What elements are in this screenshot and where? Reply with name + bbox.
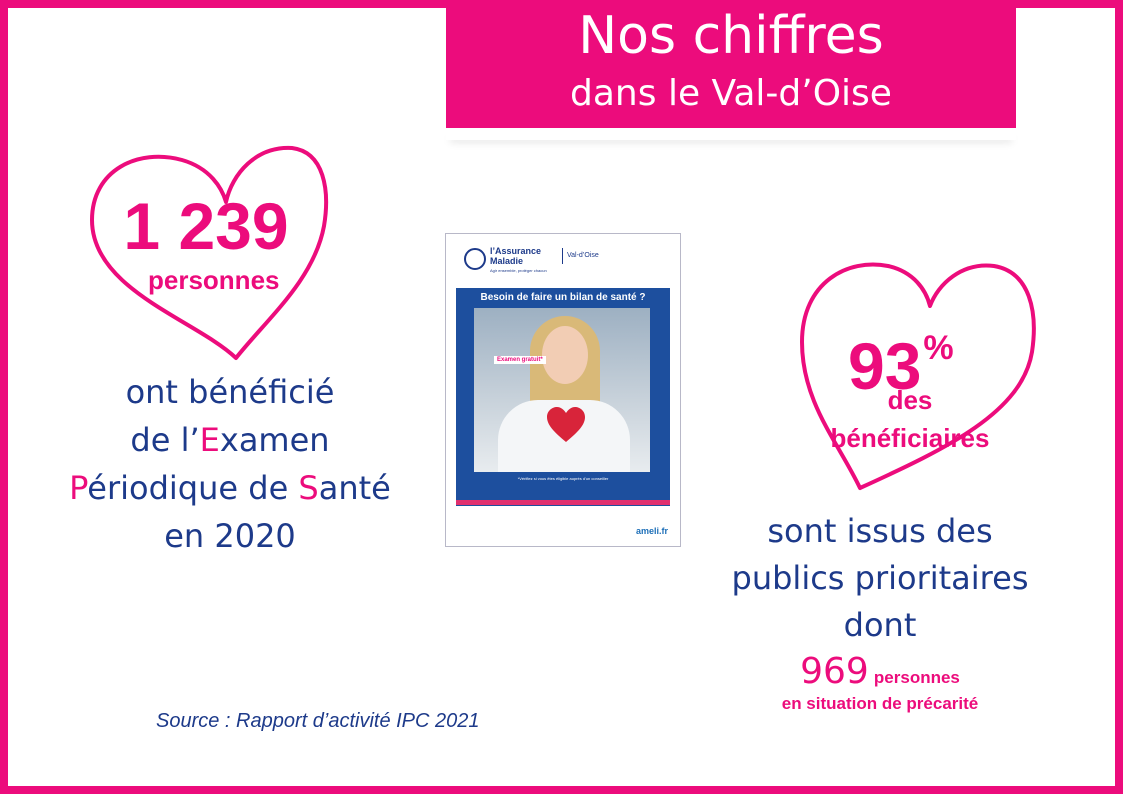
stat2-unit-line2: bénéficiaires <box>830 423 990 453</box>
heart-outline-right <box>800 262 1036 490</box>
poster-heading: Besoin de faire un bilan de santé ? <box>480 292 646 303</box>
photo-face <box>542 326 588 384</box>
stat2-desc-line3: dont <box>843 606 917 644</box>
stat2-description: sont issus des publics prioritaires dont <box>700 508 1060 649</box>
poster-footer <box>458 508 668 520</box>
stat2-desc-line1: sont issus des <box>767 512 993 550</box>
poster-brand: l’Assurance Maladie <box>490 246 600 266</box>
poster-photo: Examen gratuit* <box>474 308 650 472</box>
stat2-number: 93% <box>848 312 954 402</box>
brand-line2: Maladie <box>490 256 524 266</box>
stat2-value: 93 <box>848 329 922 403</box>
stat2-sub-stat: 969 personnes <box>760 652 1000 692</box>
percent-sign: % <box>923 329 954 367</box>
heart-outline-left <box>90 145 328 360</box>
stat1-desc-line3: Périodique de Santé <box>40 464 420 512</box>
initial-p: P <box>69 469 88 507</box>
assurance-maladie-logo-icon <box>464 248 486 270</box>
sub-number: 969 <box>800 651 869 692</box>
desc-rest: xamen <box>219 421 330 459</box>
brand-line1: l’Assurance <box>490 246 542 256</box>
poster-badge: Examen gratuit* <box>494 356 546 364</box>
poster-panel: Besoin de faire un bilan de santé ? Exam… <box>456 288 670 506</box>
stat2-unit-line1: des <box>887 385 933 415</box>
desc-mid: ériodique de <box>87 469 299 507</box>
poster-tagline: Agir ensemble, protéger chacun <box>490 268 547 273</box>
desc-prefix: de l’ <box>130 421 200 459</box>
campaign-poster: l’Assurance Maladie Agir ensemble, proté… <box>445 233 681 547</box>
sub-unit: personnes <box>873 668 960 687</box>
initial-e: E <box>199 421 220 459</box>
poster-url: ameli.fr <box>635 526 668 536</box>
poster-region: Val-d’Oise <box>562 248 599 264</box>
stat1-description: ont bénéficié de l’Examen Périodique de … <box>40 368 420 560</box>
stat1-desc-line4: en 2020 <box>164 517 296 555</box>
initial-s: S <box>298 469 319 507</box>
page-subtitle: dans le Val-d’Oise <box>570 73 892 114</box>
stat1-desc-line2: de l’Examen <box>40 416 420 464</box>
stat1-unit: personnes <box>148 265 280 295</box>
title-banner: Nos chiffres dans le Val-d’Oise <box>446 0 1016 128</box>
red-heart-icon <box>547 407 585 442</box>
page-title: Nos chiffres <box>578 6 884 66</box>
desc-rest2: anté <box>318 469 391 507</box>
stat2-desc-line2: publics prioritaires <box>731 559 1029 597</box>
poster-note: *Vérifiez si vous êtes éligible auprès d… <box>517 476 609 481</box>
stat1-number: 1 239 <box>123 189 289 263</box>
stat2-sub-line2: en situation de précarité <box>781 694 979 713</box>
stat1-desc-line1: ont bénéficié <box>125 373 335 411</box>
title-shadow <box>446 128 1016 140</box>
poster-pink-bar <box>456 500 670 505</box>
source-note: Source : Rapport d’activité IPC 2021 <box>156 710 480 732</box>
